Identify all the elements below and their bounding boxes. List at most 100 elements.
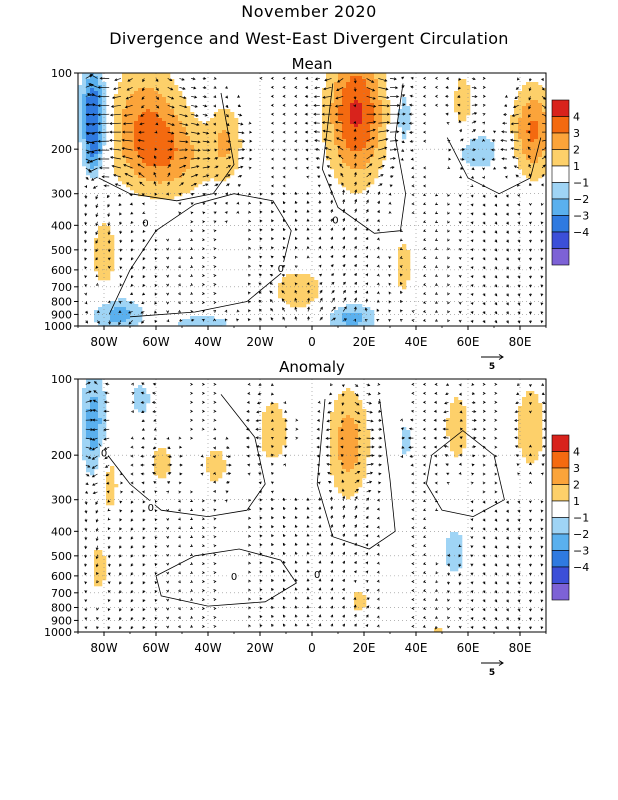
field-cell: [522, 436, 527, 440]
field-cell: [374, 100, 379, 104]
wind-vector: [318, 245, 322, 249]
field-cell: [118, 325, 123, 326]
field-cell: [462, 445, 467, 449]
field-cell: [150, 79, 155, 83]
field-cell: [358, 304, 363, 308]
field-cell: [298, 301, 303, 305]
field-cell: [534, 439, 539, 443]
wind-vector: [354, 254, 357, 258]
field-cell: [402, 445, 407, 449]
field-cell: [286, 289, 291, 293]
field-cell: [202, 172, 207, 176]
wind-vector: [214, 183, 219, 187]
field-cell: [350, 445, 355, 449]
wind-vector: [201, 499, 205, 503]
wind-vector: [435, 220, 439, 223]
field-cell: [374, 76, 379, 80]
field-cell: [126, 133, 131, 137]
wind-vector: [104, 464, 110, 468]
wind-vector: [330, 218, 334, 222]
wind-vector: [201, 580, 206, 583]
wind-vector: [140, 463, 145, 467]
field-cell: [198, 148, 203, 152]
field-cell: [538, 445, 543, 449]
field-cell: [118, 172, 123, 176]
wind-vector: [294, 166, 298, 170]
field-cell: [134, 118, 139, 122]
field-cell: [122, 178, 127, 182]
field-cell: [110, 253, 115, 257]
field-cell: [450, 418, 455, 422]
field-cell: [306, 289, 311, 293]
wind-vector: [154, 155, 157, 160]
wind-vector: [91, 464, 98, 469]
field-cell: [534, 100, 539, 104]
wind-vector: [213, 544, 217, 548]
field-cell: [134, 97, 139, 101]
field-cell: [102, 238, 107, 242]
field-cell: [86, 406, 91, 410]
field-cell: [530, 427, 535, 431]
field-cell: [146, 112, 151, 116]
field-cell: [382, 157, 387, 161]
field-cell: [346, 421, 351, 425]
field-cell: [330, 151, 335, 155]
field-cell: [122, 148, 127, 152]
wind-vector: [123, 113, 133, 117]
field-cell: [118, 139, 123, 143]
field-cell: [382, 76, 387, 80]
field-cell: [530, 133, 535, 137]
wind-vector: [471, 167, 475, 171]
field-cell: [358, 175, 363, 179]
field-cell: [222, 469, 227, 473]
field-cell: [454, 538, 459, 542]
wind-vector: [318, 264, 322, 268]
field-cell: [86, 451, 91, 455]
field-cell: [94, 136, 99, 140]
field-cell: [94, 427, 99, 431]
field-cell: [154, 127, 159, 131]
field-cell: [90, 442, 95, 446]
field-cell: [206, 463, 211, 467]
field-cell: [138, 184, 143, 188]
field-cell: [94, 454, 99, 458]
field-cell: [122, 109, 127, 113]
field-cell: [162, 196, 167, 200]
wind-vector: [516, 183, 520, 187]
field-cell: [150, 193, 155, 197]
field-cell: [350, 175, 355, 179]
field-cell: [194, 178, 199, 182]
field-cell: [102, 577, 107, 581]
field-cell: [486, 163, 491, 167]
field-cell: [162, 82, 167, 86]
field-cell: [130, 112, 135, 116]
field-cell: [518, 142, 523, 146]
field-cell: [338, 478, 343, 482]
field-cell: [522, 142, 527, 146]
wind-vector: [517, 193, 521, 197]
field-cell: [470, 148, 475, 152]
field-cell: [194, 136, 199, 140]
wind-vector: [191, 140, 201, 144]
field-cell: [126, 124, 131, 128]
wind-vector: [434, 103, 438, 107]
field-cell: [346, 151, 351, 155]
wind-vector: [129, 193, 133, 197]
field-cell: [182, 109, 187, 113]
field-cell: [110, 475, 115, 479]
wind-vector: [84, 536, 88, 541]
wind-vector: [270, 76, 274, 80]
field-cell: [514, 106, 519, 110]
field-cell: [338, 484, 343, 488]
wind-vector: [86, 149, 98, 154]
wind-vector: [141, 490, 146, 494]
field-cell: [370, 139, 375, 143]
field-cell: [158, 166, 163, 170]
field-cell: [138, 82, 143, 86]
field-cell: [182, 118, 187, 122]
wind-vector: [422, 309, 427, 313]
wind-vector: [201, 300, 206, 304]
field-cell: [382, 115, 387, 119]
field-cell: [526, 445, 531, 449]
wind-vector: [84, 626, 88, 630]
